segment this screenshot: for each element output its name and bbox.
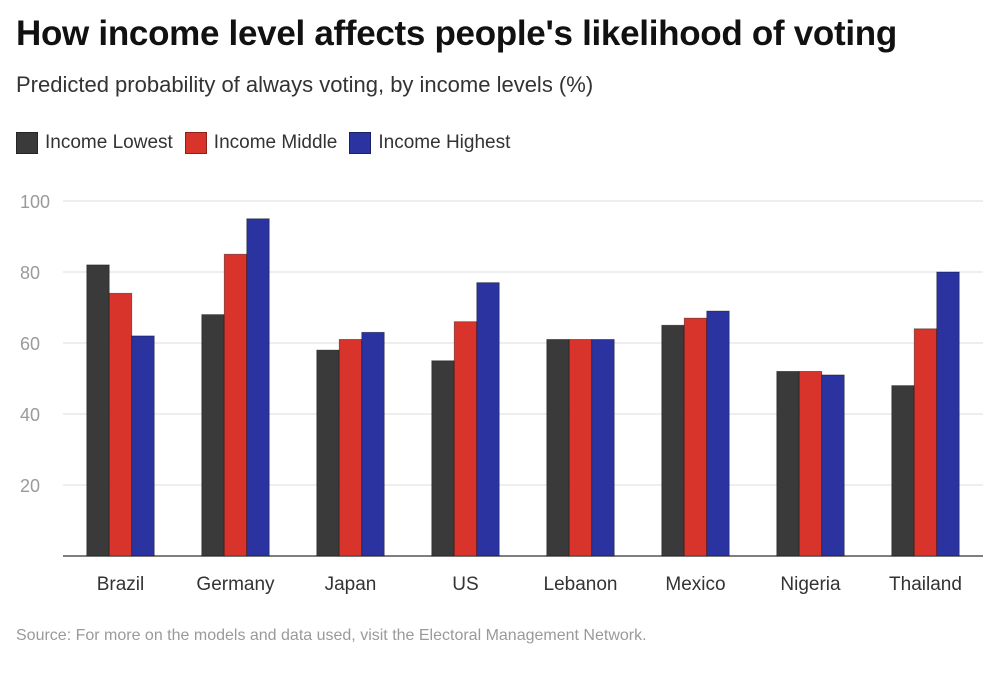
- bar-japan-income-middle: [338, 339, 363, 557]
- bar-germany-income-lowest: [201, 314, 225, 557]
- x-tick-label-thailand: Thailand: [889, 574, 962, 595]
- x-tick-label-germany: Germany: [196, 574, 275, 595]
- x-tick-label-us: US: [452, 574, 478, 595]
- legend-item-income-middle: Income Middle: [184, 132, 338, 154]
- chart-subtitle: Predicted probability of always voting, …: [16, 72, 594, 97]
- bar-brazil-income-middle: [108, 292, 133, 557]
- bar-us-income-highest: [476, 282, 500, 557]
- bar-nigeria-income-lowest: [776, 370, 800, 557]
- x-tick-label-japan: Japan: [325, 574, 377, 595]
- bar-brazil-income-lowest: [86, 264, 110, 557]
- bar-us-income-middle: [453, 321, 478, 557]
- bar-mexico-income-lowest: [661, 324, 685, 557]
- bar-japan-income-lowest: [316, 349, 340, 557]
- x-tick-label-mexico: Mexico: [665, 574, 725, 595]
- legend: Income Lowest Income Middle Income Highe…: [16, 132, 522, 154]
- bar-nigeria-income-highest: [821, 374, 845, 557]
- bar-mexico-income-highest: [706, 310, 730, 557]
- y-tick-label-60: 60: [20, 334, 40, 354]
- bar-thailand-income-lowest: [891, 385, 915, 557]
- bar-nigeria-income-middle: [798, 370, 823, 557]
- bar-us-income-lowest: [431, 360, 455, 557]
- x-tick-label-nigeria: Nigeria: [780, 574, 841, 595]
- x-tick-label-lebanon: Lebanon: [544, 574, 618, 595]
- legend-swatch-income-highest: [349, 132, 372, 154]
- bar-thailand-income-middle: [913, 328, 938, 557]
- y-tick-label-40: 40: [20, 405, 40, 425]
- source-note: Source: For more on the models and data …: [16, 627, 647, 644]
- bar-germany-income-highest: [246, 218, 270, 557]
- bar-lebanon-income-highest: [591, 339, 615, 557]
- bar-lebanon-income-lowest: [546, 339, 570, 557]
- bar-germany-income-middle: [223, 253, 248, 557]
- y-tick-label-100: 100: [20, 192, 50, 212]
- legend-item-income-highest: Income Highest: [349, 132, 510, 154]
- y-tick-label-20: 20: [20, 476, 40, 496]
- legend-label-income-highest: Income Highest: [378, 132, 511, 153]
- legend-label-income-middle: Income Middle: [213, 132, 338, 153]
- y-tick-label-80: 80: [20, 263, 40, 283]
- bar-brazil-income-highest: [131, 335, 155, 557]
- bar-lebanon-income-middle: [568, 339, 593, 557]
- chart-title: How income level affects people's likeli…: [16, 14, 897, 53]
- x-tick-label-brazil: Brazil: [97, 574, 145, 595]
- bar-mexico-income-middle: [683, 317, 708, 557]
- legend-swatch-income-middle: [184, 132, 207, 154]
- bar-japan-income-highest: [361, 331, 385, 557]
- bar-thailand-income-highest: [936, 271, 960, 557]
- legend-swatch-income-lowest: [16, 132, 38, 154]
- legend-label-income-lowest: Income Lowest: [45, 132, 173, 153]
- legend-item-income-lowest: Income Lowest: [16, 132, 173, 154]
